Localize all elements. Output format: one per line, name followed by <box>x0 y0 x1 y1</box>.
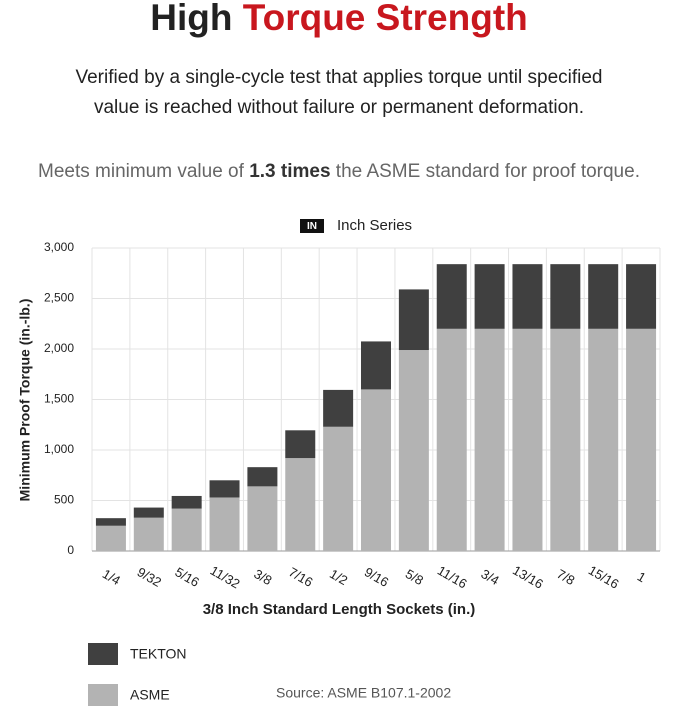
bar-segment <box>133 507 164 518</box>
bar-segment <box>626 328 657 551</box>
bar-segment <box>626 264 657 329</box>
bar-segment <box>323 426 354 551</box>
x-axis-title: 3/8 Inch Standard Length Sockets (in.) <box>203 601 476 618</box>
bar-segment <box>285 430 316 459</box>
legend-label: TEKTON <box>130 646 187 662</box>
x-tick-label: 5/16 <box>172 564 201 590</box>
note-bold: 1.3 times <box>249 161 330 182</box>
legend-swatch <box>88 643 118 665</box>
page-title: High Torque Strength <box>150 0 528 38</box>
legend-swatch <box>88 684 118 706</box>
bar-segment <box>550 264 581 329</box>
note: Meets minimum value of 1.3 times the ASM… <box>38 161 640 182</box>
source: Source: ASME B107.1-2002 <box>276 685 451 701</box>
x-tick-label: 1/2 <box>327 566 350 588</box>
x-tick-label: 5/8 <box>403 566 426 588</box>
y-tick-label: 1,000 <box>44 442 74 456</box>
note-start: Meets minimum value of <box>38 161 245 182</box>
y-axis-title: Minimum Proof Torque (in.-lb.) <box>17 299 33 502</box>
bar-segment <box>398 350 429 551</box>
y-tick-label: 0 <box>67 543 74 557</box>
bar-segment <box>323 389 354 427</box>
x-tick-label: 1 <box>635 569 649 586</box>
bar-segment <box>171 495 202 509</box>
note-end: the ASME standard for proof torque. <box>336 161 640 182</box>
x-tick-label: 3/8 <box>251 566 274 588</box>
bar-segment <box>247 467 278 487</box>
bar-segment <box>474 264 505 329</box>
bar-segment <box>512 328 543 551</box>
bar-segment <box>95 518 126 526</box>
y-tick-label: 2,500 <box>44 291 74 305</box>
bar-segment <box>550 328 581 551</box>
bar-segment <box>95 525 126 551</box>
bar-segment <box>588 264 619 329</box>
description: value is reached without failure or perm… <box>94 97 584 118</box>
bar-segment <box>285 458 316 551</box>
bar-segment <box>361 341 391 390</box>
x-tick-label: 11/16 <box>435 563 470 592</box>
y-tick-label: 3,000 <box>44 240 74 254</box>
description: Verified by a single-cycle test that app… <box>75 67 602 88</box>
x-tick-label: 7/8 <box>554 566 577 588</box>
badge-box <box>300 219 324 233</box>
badge: IN <box>307 221 317 232</box>
bar-segment <box>588 328 619 551</box>
bar-segment <box>436 264 467 329</box>
x-tick-label: 7/16 <box>286 564 315 590</box>
y-tick-label: 1,500 <box>44 392 74 406</box>
bar-segment <box>436 328 467 551</box>
chart-title: Inch Series <box>337 217 412 234</box>
x-tick-label: 9/16 <box>362 564 391 590</box>
x-tick-label: 15/16 <box>586 562 622 591</box>
x-tick-label: 3/4 <box>479 566 502 588</box>
y-tick-label: 2,000 <box>44 341 74 355</box>
x-tick-label: 1/4 <box>100 566 123 588</box>
bar-segment <box>361 389 391 551</box>
y-tick-label: 500 <box>54 493 74 507</box>
bar-segment <box>247 486 278 551</box>
title-plain: High <box>150 0 232 38</box>
bar-segment <box>209 497 240 551</box>
x-tick-label: 9/32 <box>135 564 164 590</box>
x-tick-label: 11/32 <box>208 563 243 592</box>
x-tick-label: 13/16 <box>510 562 546 591</box>
bar-segment <box>512 264 543 329</box>
bar-segment <box>133 517 164 551</box>
title-accent: Torque Strength <box>243 0 528 38</box>
legend-label: ASME <box>130 687 170 703</box>
bar-segment <box>209 480 240 498</box>
bar-segment <box>398 289 429 351</box>
bar-segment <box>171 508 202 551</box>
bar-segment <box>474 328 505 551</box>
